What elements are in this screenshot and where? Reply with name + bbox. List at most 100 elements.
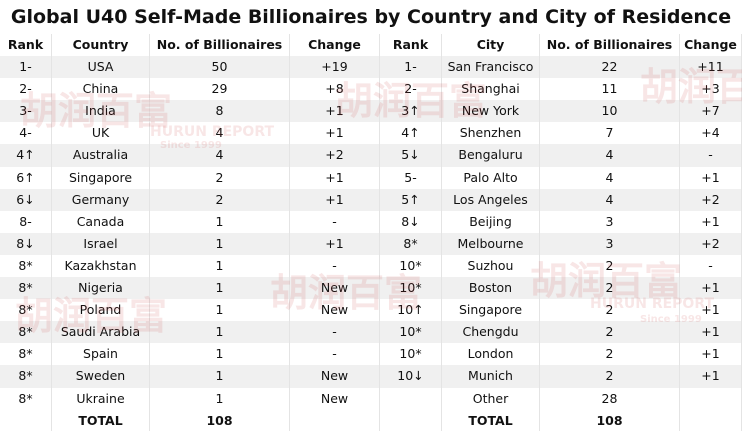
table-cell: 6↑ — [0, 166, 52, 189]
table-cell: Sweden — [52, 365, 150, 388]
table-cell: 3 — [540, 210, 680, 233]
table-cell: 3 — [540, 232, 680, 255]
table-cell: 3↑ — [380, 100, 442, 123]
table-cell: 1 — [150, 277, 290, 300]
table-cell: +1 — [290, 188, 380, 211]
table-cell: 22 — [540, 56, 680, 79]
header-cell: No. of Billionaires — [150, 34, 290, 57]
table-cell: Singapore — [52, 166, 150, 189]
table-cell: Melbourne — [442, 232, 540, 255]
total-row: TOTAL 108 — [0, 409, 380, 431]
table-cell: 11 — [540, 78, 680, 101]
table-cell: +1 — [290, 122, 380, 145]
table-cell — [380, 409, 442, 431]
table-cell: Ukraine — [52, 387, 150, 410]
table-cell: +3 — [680, 78, 742, 101]
table-row: 10* Boston 2 +1 — [380, 277, 742, 300]
table-cell: - — [680, 144, 742, 167]
table-cell: 2- — [0, 78, 52, 101]
table-cell: Poland — [52, 299, 150, 322]
table-row: 10* London 2 +1 — [380, 343, 742, 366]
table-row: 10↓ Munich 2 +1 — [380, 365, 742, 388]
table-cell: Chengdu — [442, 321, 540, 344]
city-table: Rank City No. of Billionaires Change 1- San F… — [380, 34, 742, 431]
table-cell: 1 — [150, 232, 290, 255]
table-cell: +1 — [680, 166, 742, 189]
table-cell: 3- — [0, 100, 52, 123]
table-cell: +1 — [680, 210, 742, 233]
table-row: 8↓ Israel 1 +1 — [0, 232, 380, 255]
table-cell: 8* — [0, 254, 52, 278]
table-cell: New — [290, 299, 380, 322]
table-row: 10↑ Singapore 2 +1 — [380, 299, 742, 322]
table-cell: +1 — [290, 232, 380, 255]
table-cell: New — [290, 387, 380, 410]
table-row: 8* Saudi Arabia 1- — [0, 321, 380, 344]
table-cell: +1 — [680, 321, 742, 344]
total-label: TOTAL — [52, 409, 150, 431]
table-row: 8* Spain 1- — [0, 343, 380, 366]
table-row: 8* Sweden 1 New — [0, 365, 380, 388]
table-cell: 1 — [150, 254, 290, 278]
table-row: 8↓ Beijing 3 +1 — [380, 210, 742, 233]
table-cell: China — [52, 78, 150, 101]
header-row: Rank Country No. of Billionaires Change — [0, 34, 380, 57]
table-cell: 10* — [380, 277, 442, 300]
table-cell: 29 — [150, 78, 290, 101]
table-cell: Other — [442, 387, 540, 410]
table-cell: +1 — [290, 166, 380, 189]
table-cell: - — [290, 343, 380, 366]
table-row: 1- San Francisco 22 +11 — [380, 56, 742, 79]
table-cell: 4 — [150, 144, 290, 167]
table-cell: 2 — [540, 343, 680, 366]
table-cell: 8* — [0, 387, 52, 410]
table-cell: 8↓ — [0, 232, 52, 255]
table-cell: 10* — [380, 254, 442, 278]
table-cell: Boston — [442, 277, 540, 300]
table-cell: 4 — [540, 144, 680, 167]
table-cell: Spain — [52, 343, 150, 366]
table-cell: 1- — [0, 56, 52, 79]
header-cell: Change — [680, 34, 742, 57]
table-cell: 10* — [380, 321, 442, 344]
table-cell: 10↓ — [380, 365, 442, 388]
table-cell: 7 — [540, 122, 680, 145]
table-cell: USA — [52, 56, 150, 79]
table-cell: Munich — [442, 365, 540, 388]
table-cell: Shanghai — [442, 78, 540, 101]
table-cell: 8* — [0, 277, 52, 300]
table-cell: 50 — [150, 56, 290, 79]
table-row: 8* Nigeria 1 New — [0, 277, 380, 300]
table-cell: 5↑ — [380, 188, 442, 211]
total-row: TOTAL 108 — [380, 409, 742, 431]
table-cell: Bengaluru — [442, 144, 540, 167]
table-cell: 10 — [540, 100, 680, 123]
table-cell: 28 — [540, 387, 680, 410]
table-cell: London — [442, 343, 540, 366]
table-cell: 1 — [150, 321, 290, 344]
table-cell: 4↑ — [0, 144, 52, 167]
table-cell: +1 — [290, 100, 380, 123]
total-label: TOTAL — [442, 409, 540, 431]
table-row: 2- Shanghai 11 +3 — [380, 78, 742, 101]
header-cell: Change — [290, 34, 380, 57]
table-cell: 1 — [150, 210, 290, 233]
table-row: 10* Chengdu 2 +1 — [380, 321, 742, 344]
table-cell: +2 — [290, 144, 380, 167]
table-cell: 6↓ — [0, 188, 52, 211]
table-cell: Kazakhstan — [52, 254, 150, 278]
table-row: 4- UK 4 +1 — [0, 122, 380, 145]
table-cell: 4↑ — [380, 122, 442, 145]
table-cell: 8* — [0, 299, 52, 322]
table-cell — [0, 409, 52, 431]
title: Global U40 Self-Made Billionaires by Cou… — [10, 6, 732, 28]
table-row: 5↑ Los Angeles 4 +2 — [380, 188, 742, 211]
table-cell: UK — [52, 122, 150, 145]
table-cell: Suzhou — [442, 254, 540, 278]
table-cell: 2 — [540, 277, 680, 300]
table-cell: 2 — [540, 365, 680, 388]
table-row: 2- China 29 +8 — [0, 78, 380, 101]
header-row: Rank City No. of Billionaires Change — [380, 34, 742, 57]
header-cell: No. of Billionaires — [540, 34, 680, 57]
